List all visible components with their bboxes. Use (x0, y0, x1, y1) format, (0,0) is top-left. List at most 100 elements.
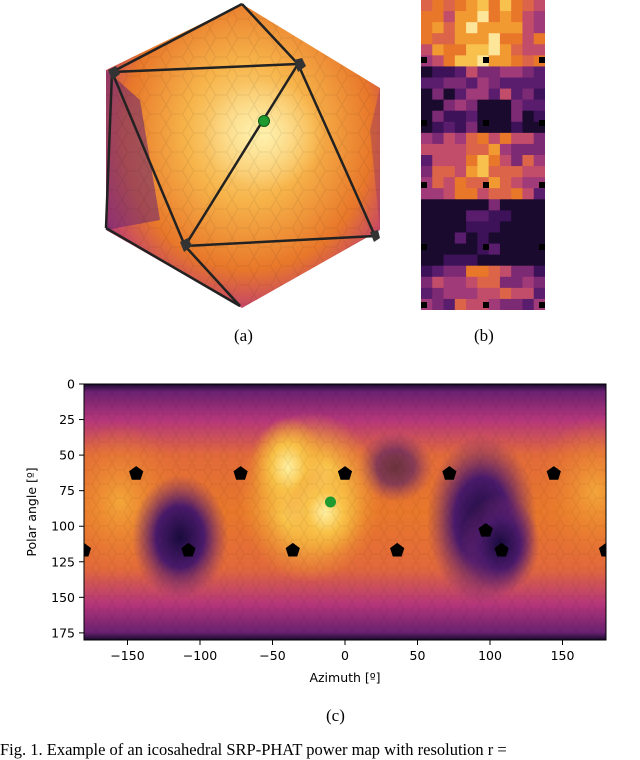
strip-cell (454, 287, 467, 300)
strip-cell (522, 166, 535, 178)
strip-cell (533, 143, 546, 156)
strip-cell (499, 77, 512, 90)
strip-cell (499, 243, 512, 256)
strip-cell (499, 210, 512, 223)
strip-cell (432, 110, 445, 123)
strip-cell (511, 232, 524, 245)
strip-cell (499, 298, 512, 311)
strip-cell (466, 0, 478, 12)
strip-cell (421, 221, 433, 234)
strip-cell (454, 221, 467, 234)
strip-cell (511, 11, 524, 23)
strip-vertex-marker (539, 302, 545, 308)
strip-vertex-marker (483, 120, 489, 126)
strip-cell (421, 188, 433, 200)
x-tick-label: −150 (110, 648, 144, 663)
x-tick-label: −50 (259, 648, 285, 663)
strip-cell (477, 199, 490, 211)
strip-cell (466, 254, 478, 267)
strip-cell (533, 210, 546, 223)
strip-cell (421, 11, 433, 23)
strip-cell (533, 199, 546, 211)
strip-cell (432, 66, 445, 79)
strip-cell (522, 110, 535, 123)
strip-cell (522, 99, 535, 112)
strip-cell (488, 199, 501, 211)
strip-cell (454, 232, 467, 245)
strip-cell (477, 265, 490, 278)
strip-cell (511, 243, 524, 256)
strip-cell (511, 66, 524, 79)
strip-cell (533, 221, 546, 234)
strip-cell (511, 132, 524, 145)
strip-cell (443, 0, 456, 12)
strip-cell (499, 188, 512, 200)
strip-cell (522, 199, 535, 211)
strip-vertex-marker (421, 57, 427, 63)
strip-cell (511, 298, 524, 311)
strip-cell (499, 88, 512, 101)
strip-cell (522, 66, 535, 79)
strip-cell (488, 298, 501, 311)
strip-cell (454, 0, 467, 12)
strip-cell (533, 11, 546, 23)
strip-cell (466, 210, 478, 223)
strip-cell (477, 11, 490, 23)
strip-cell (499, 33, 512, 45)
strip-cell (488, 232, 501, 245)
strip-cell (533, 188, 546, 200)
strip-cell (522, 11, 535, 23)
strip-cell (466, 221, 478, 234)
strip-cell (443, 44, 456, 56)
source-marker (325, 496, 336, 508)
strip-cell (466, 33, 478, 45)
y-tick-label: 125 (51, 554, 75, 569)
strip-cell (533, 232, 546, 245)
strip-cell (466, 199, 478, 211)
strip-cell (533, 110, 546, 123)
strip-cell (533, 99, 546, 112)
strip-cell (499, 232, 512, 245)
strip-cell (421, 121, 433, 134)
strip-cell (443, 199, 456, 211)
strip-cell (522, 287, 535, 300)
strip-cell (466, 110, 478, 123)
strip-cell (421, 166, 433, 178)
strip-cell (432, 221, 445, 234)
strip-cell (522, 132, 535, 145)
strip-cell (466, 132, 478, 145)
strip-vertex-marker (483, 182, 489, 188)
strip-cell (488, 265, 501, 278)
strip-cell (499, 110, 512, 123)
vertex-marker (181, 542, 196, 557)
vertex-marker (494, 542, 509, 557)
strip-cell (511, 166, 524, 178)
heatmap-axes: −150 −100 −50 0 50 100 150 0 25 50 75 100 125 150 175 A… (24, 377, 607, 685)
strip-cell (432, 232, 445, 245)
strip-cell (443, 66, 456, 79)
strip-cell (454, 166, 467, 178)
strip-cell (421, 132, 433, 145)
vertex-marker (84, 542, 92, 557)
strip-cell (511, 99, 524, 112)
strip-cell (443, 143, 456, 156)
figure-caption: Fig. 1. Example of an icosahedral SRP-PH… (0, 740, 507, 759)
strip-cell (477, 143, 490, 156)
x-tick-label: 50 (410, 648, 426, 663)
strip-cell (432, 99, 445, 112)
strip-cell (443, 254, 456, 267)
strip-cell (522, 155, 535, 167)
strip-cell (477, 88, 490, 101)
strip-cell (511, 254, 524, 267)
strip-cell (477, 210, 490, 223)
strip-cell (499, 166, 512, 178)
strip-cell (522, 143, 535, 156)
strip-cell (466, 121, 478, 134)
strip-cell (499, 254, 512, 267)
strip-cell (421, 232, 433, 245)
vertex-marker (294, 58, 306, 72)
strip-cell (522, 177, 535, 189)
strip-cell (466, 88, 478, 101)
strip-vertex-marker (421, 120, 427, 126)
strip-cell (477, 121, 490, 134)
